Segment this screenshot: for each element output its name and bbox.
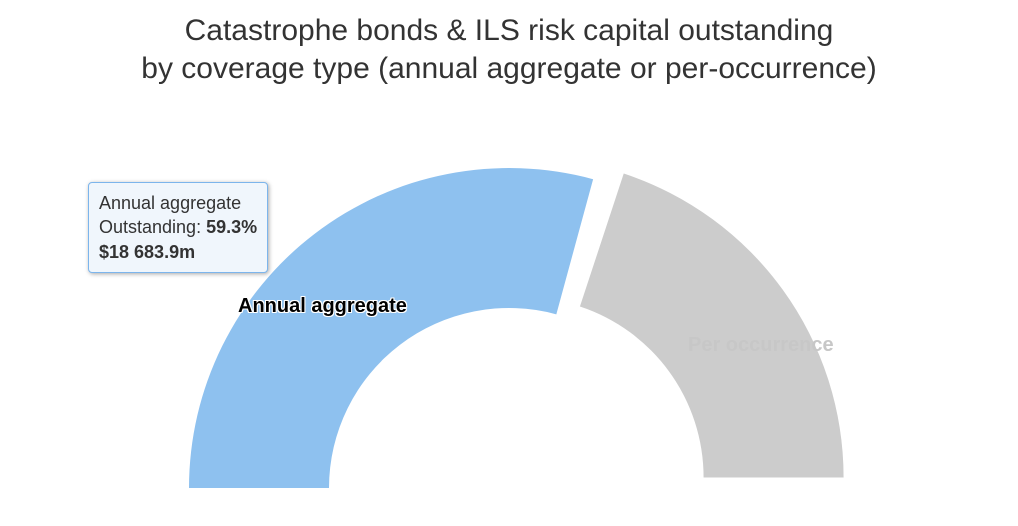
tooltip-amount-row: $18 683.9m [99, 240, 257, 264]
tooltip-percent-row: Outstanding: 59.3% [99, 215, 257, 239]
tooltip-metric-label: Outstanding: [99, 217, 206, 237]
slice-per_occurrence[interactable] [580, 174, 844, 478]
chart-container: Catastrophe bonds & ILS risk capital out… [0, 0, 1018, 526]
tooltip-series-name: Annual aggregate [99, 191, 257, 215]
tooltip-amount-value: $18 683.9m [99, 242, 195, 262]
tooltip-percent-value: 59.3% [206, 217, 257, 237]
chart-tooltip: Annual aggregate Outstanding: 59.3% $18 … [88, 182, 268, 273]
